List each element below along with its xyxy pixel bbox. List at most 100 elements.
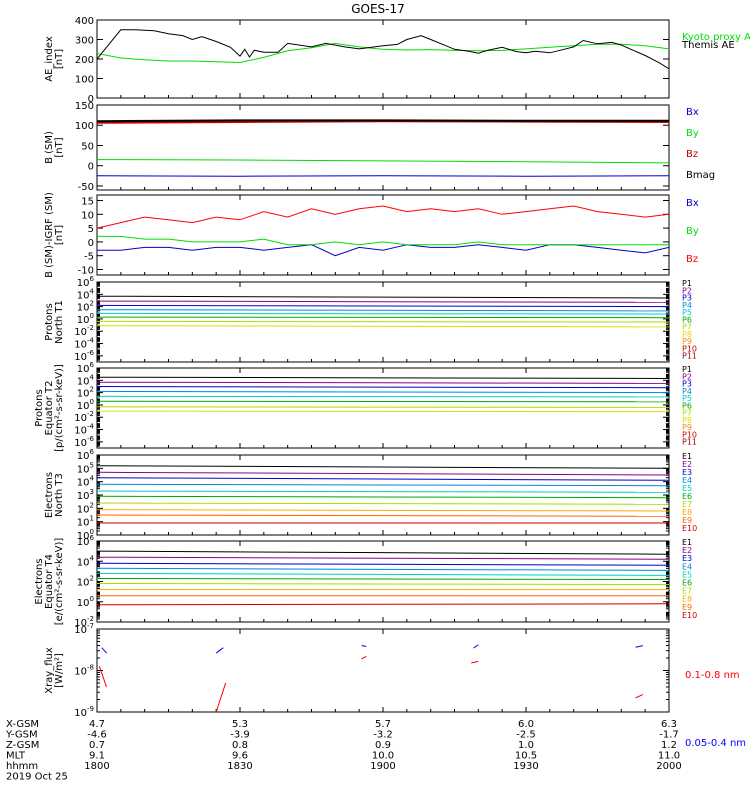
- series-group: [97, 465, 669, 524]
- series-line: [97, 410, 669, 413]
- panel-1: 0 100 200 300 400 AE_index [nT] Kyoto proxy AET…: [44, 16, 750, 105]
- y-axis-label: AE_index: [44, 36, 55, 82]
- y-tick-label: -10: [78, 265, 94, 276]
- x-axis-value: 1.0: [518, 740, 534, 751]
- series-line: [97, 556, 669, 560]
- legend-entry: P2: [682, 286, 692, 295]
- legend-entry: P4: [682, 301, 692, 310]
- y-tick-label: 0: [88, 238, 94, 249]
- legend-entry: E2: [682, 460, 692, 469]
- y-tick-label: 400: [75, 16, 94, 27]
- panel-3: -10 -5 0 5 10 15 B (SM)-IGRF (SM) [nT] Bx By Bz: [44, 192, 699, 278]
- x-axis-value: 1900: [370, 761, 395, 772]
- y-axis-label: Protons: [34, 389, 45, 426]
- y-tick-label: 102: [77, 575, 94, 589]
- x-axis-table: X-GSM 4.7 5.3 5.7 6.0 6.3 Y-GSM -4.6 -3.9 -3.2 -2.…: [5, 719, 682, 783]
- y-axis-label: [nT]: [54, 137, 65, 157]
- y-tick-label: 10-7: [74, 622, 94, 636]
- x-axis-value: 1800: [84, 761, 109, 772]
- legend-entry: E5: [682, 484, 692, 493]
- series-line: [97, 495, 669, 499]
- series-line: [97, 119, 669, 123]
- series-line: [97, 235, 669, 246]
- series-line: [215, 682, 227, 712]
- legend-entry: E3: [682, 468, 692, 477]
- x-axis-value: -1.7: [659, 730, 679, 741]
- series-group: [97, 376, 669, 413]
- panel-frame: [96, 19, 670, 99]
- panel-frame: [96, 540, 670, 623]
- y-axis-label: Electrons: [34, 558, 45, 604]
- x-axis-value: 10.0: [372, 751, 394, 762]
- legend-entry: E1: [682, 538, 692, 547]
- legend-entry: E10: [682, 524, 697, 533]
- y-axis-label: B (SM)-IGRF (SM): [44, 192, 55, 278]
- legend-entry: E5: [682, 570, 692, 579]
- series-line: [635, 694, 643, 699]
- series-line: [97, 295, 669, 299]
- series-line: [97, 300, 669, 303]
- y-tick-label: 100: [75, 75, 94, 86]
- series-line: [97, 490, 669, 493]
- series-line: [97, 390, 669, 394]
- legend-entry: P9: [682, 337, 692, 346]
- legend-entry: P6: [682, 315, 692, 324]
- legend-entry: Bmag: [686, 170, 715, 181]
- legend-entry: P7: [682, 409, 692, 418]
- x-axis-value: 5.7: [375, 719, 391, 730]
- x-axis-value: 5.3: [232, 719, 248, 730]
- series-line: [97, 386, 669, 389]
- legend-entry: E6: [682, 579, 692, 588]
- x-axis-value: 0.8: [232, 740, 248, 751]
- y-tick-label: 106: [77, 534, 95, 548]
- series-line: [215, 647, 224, 654]
- x-axis-value: 1930: [513, 761, 538, 772]
- series-line: [97, 562, 669, 566]
- x-axis-row-label: X-GSM: [6, 719, 39, 730]
- series-line: [361, 645, 367, 647]
- legend-entry: Bz: [686, 149, 698, 160]
- legend-entry: P1: [682, 279, 692, 288]
- series-line: [97, 29, 669, 70]
- legend-entry: P4: [682, 387, 692, 396]
- y-axis-label: North T3: [54, 473, 65, 517]
- x-axis-value: 1.2: [661, 740, 677, 751]
- legend-entry: E9: [682, 603, 692, 612]
- series-line: [97, 244, 669, 257]
- y-axis-label: Protons: [44, 303, 55, 340]
- legend-entry: E1: [682, 452, 692, 461]
- legend-entry: By: [686, 226, 699, 237]
- y-axis-label: Electrons: [44, 472, 55, 518]
- panel-frame: [96, 367, 670, 449]
- legend-entry: P8: [682, 330, 692, 339]
- series-group: [97, 295, 669, 328]
- panel-frame: [96, 628, 670, 713]
- x-axis-value: 0.9: [375, 740, 391, 751]
- y-tick-label: 0: [88, 94, 94, 105]
- y-tick-label: 10-8: [74, 664, 94, 678]
- y-tick-label: 101: [77, 515, 94, 529]
- series-line: [97, 550, 669, 555]
- y-axis-label: [nT]: [54, 225, 65, 245]
- series-line: [97, 406, 669, 408]
- series-line: [97, 514, 669, 517]
- legend-entry: P5: [682, 308, 692, 317]
- y-tick-label: 10-6: [74, 435, 94, 449]
- y-axis-label: North T1: [54, 300, 65, 344]
- panel-frame: [96, 104, 670, 191]
- y-tick-label: -50: [78, 182, 94, 193]
- y-axis-label: [e/(cm²-s-sr-keV)]: [54, 538, 65, 626]
- x-axis-value: 9.6: [232, 751, 248, 762]
- series-line: [97, 502, 669, 505]
- legend-entry: P10: [682, 430, 697, 439]
- y-tick-label: 105: [77, 461, 94, 475]
- legend-entry: P3: [682, 294, 692, 303]
- y-tick-label: 200: [75, 55, 94, 66]
- x-axis-value: 10.5: [515, 751, 537, 762]
- y-tick-label: 5: [88, 224, 94, 235]
